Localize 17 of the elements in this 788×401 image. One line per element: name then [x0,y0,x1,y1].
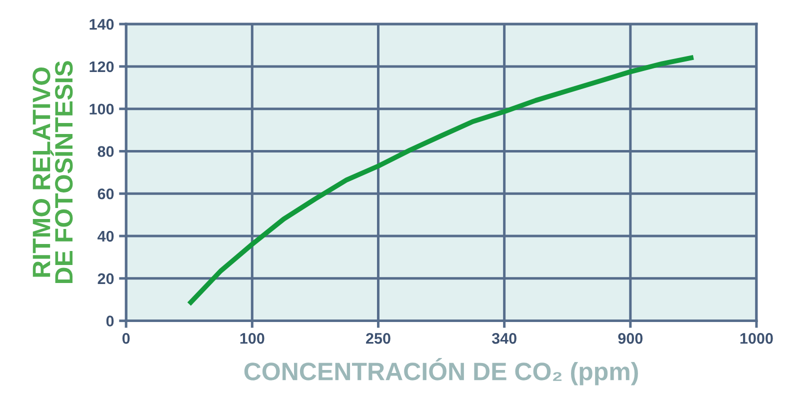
y-tick-label: 120 [90,61,114,72]
y-tick-label: 20 [98,273,114,284]
x-tick-label: 340 [492,333,516,344]
line-series [186,54,696,306]
x-tick-label: 100 [240,333,264,344]
x-tick-label: 0 [122,333,130,344]
y-tick-label: 140 [90,18,114,30]
y-axis-title: RITMO RELATIVO DE FOTOSÍNTESIS [32,61,73,284]
y-tick-label: 80 [98,146,114,157]
x-tick-label: 250 [366,333,390,344]
y-tick-label: 100 [90,104,114,115]
y-tick-label: 40 [98,230,114,242]
x-axis-title: CONCENTRACIÓN DE CO₂ (ppm) [244,358,638,386]
y-tick-label: 0 [106,316,114,326]
x-tick-label: 1000 [740,333,773,344]
x-tick-label: 900 [618,333,643,344]
y-tick-label: 60 [98,188,114,200]
